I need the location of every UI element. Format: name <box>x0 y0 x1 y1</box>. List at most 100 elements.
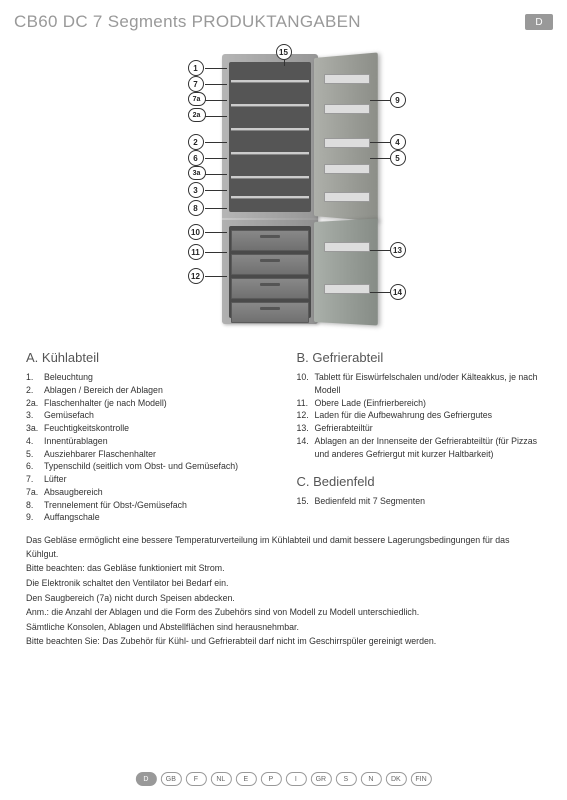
callout-2: 2 <box>188 134 204 150</box>
item-text: Gefrierabteiltür <box>315 422 373 435</box>
item-text: Tablett für Eiswürfelschalen und/oder Kä… <box>315 371 542 397</box>
lang-pill-gr[interactable]: GR <box>310 772 331 786</box>
callout-11: 11 <box>188 244 204 260</box>
item-text: Absaugbereich <box>44 486 103 499</box>
list-item: 7.Lüfter <box>26 473 271 486</box>
item-text: Typenschild (seitlich vom Obst- und Gemü… <box>44 460 238 473</box>
lang-pill-e[interactable]: E <box>235 772 256 786</box>
list-item: 11.Obere Lade (Einfrierbereich) <box>297 397 542 410</box>
door-shelf <box>324 138 370 148</box>
callout-lead <box>205 190 227 191</box>
callout-1: 1 <box>188 60 204 76</box>
item-number: 13. <box>297 422 313 435</box>
callout-lead <box>205 252 227 253</box>
item-number: 11. <box>297 397 313 410</box>
column-right: B. Gefrierabteil 10.Tablett für Eiswürfe… <box>297 350 542 524</box>
notes-block: Das Gebläse ermöglicht eine bessere Temp… <box>0 524 567 649</box>
lang-pill-gb[interactable]: GB <box>160 772 181 786</box>
callout-lead <box>205 208 227 209</box>
content-columns: A. Kühlabteil 1.Beleuchtung2.Ablagen / B… <box>0 350 567 524</box>
callout-7a: 7a <box>188 92 206 106</box>
item-text: Bedienfeld mit 7 Segmenten <box>315 495 426 508</box>
lang-pill-dk[interactable]: DK <box>385 772 406 786</box>
list-item: 5.Ausziehbarer Flaschenhalter <box>26 448 271 461</box>
item-text: Ablagen an der Innenseite der Gefrierabt… <box>315 435 542 461</box>
language-badge: D <box>525 14 553 30</box>
callout-lead <box>205 116 227 117</box>
product-figure: 15177a2a263a381011129451314 <box>114 46 454 336</box>
callout-lead <box>205 232 227 233</box>
callout-lead <box>205 158 227 159</box>
list-item: 13.Gefrierabteiltür <box>297 422 542 435</box>
item-number: 1. <box>26 371 42 384</box>
callout-lead <box>370 142 390 143</box>
item-text: Auffangschale <box>44 511 100 524</box>
section-c-title: C. Bedienfeld <box>297 474 542 489</box>
fridge-shelf <box>231 104 309 107</box>
item-number: 4. <box>26 435 42 448</box>
lang-pill-p[interactable]: P <box>260 772 281 786</box>
section-a-title: A. Kühlabteil <box>26 350 271 365</box>
list-item: 1.Beleuchtung <box>26 371 271 384</box>
item-number: 2. <box>26 384 42 397</box>
item-number: 7a. <box>26 486 42 499</box>
freezer-drawer <box>231 230 309 251</box>
section-c-list: 15.Bedienfeld mit 7 Segmenten <box>297 495 542 508</box>
callout-lead <box>370 158 390 159</box>
list-item: 7a.Absaugbereich <box>26 486 271 499</box>
list-item: 4.Innentürablagen <box>26 435 271 448</box>
callout-3a: 3a <box>188 166 206 180</box>
callout-7: 7 <box>188 76 204 92</box>
list-item: 12.Laden für die Aufbewahrung des Gefrie… <box>297 409 542 422</box>
callout-6: 6 <box>188 150 204 166</box>
list-item: 3a.Feuchtigkeitskontrolle <box>26 422 271 435</box>
callout-lead <box>370 250 390 251</box>
callout-15: 15 <box>276 44 292 60</box>
item-number: 3. <box>26 409 42 422</box>
door-shelf <box>324 74 370 84</box>
item-text: Laden für die Aufbewahrung des Gefriergu… <box>315 409 493 422</box>
page-header: CB60 DC 7 Segments PRODUKTANGABEN D <box>0 0 567 40</box>
callout-lead <box>284 60 285 66</box>
callout-14: 14 <box>390 284 406 300</box>
fridge-shelf <box>231 196 309 199</box>
lang-pill-fin[interactable]: FIN <box>410 772 431 786</box>
item-number: 6. <box>26 460 42 473</box>
list-item: 14.Ablagen an der Innenseite der Gefrier… <box>297 435 542 461</box>
door-shelf <box>324 104 370 114</box>
lang-pill-f[interactable]: F <box>185 772 206 786</box>
callout-lead <box>205 174 227 175</box>
fridge-cavity-top <box>229 62 311 212</box>
callout-10: 10 <box>188 224 204 240</box>
note-line: Den Saugbereich (7a) nicht durch Speisen… <box>26 592 541 606</box>
item-text: Lüfter <box>44 473 67 486</box>
lang-pill-i[interactable]: I <box>285 772 306 786</box>
list-item: 2a.Flaschenhalter (je nach Modell) <box>26 397 271 410</box>
item-number: 15. <box>297 495 313 508</box>
callout-9: 9 <box>390 92 406 108</box>
note-line: Bitte beachten Sie: Das Zubehör für Kühl… <box>26 635 541 649</box>
door-shelf <box>324 242 370 252</box>
callout-lead <box>205 68 227 69</box>
note-line: Anm.: die Anzahl der Ablagen und die For… <box>26 606 541 620</box>
list-item: 9.Auffangschale <box>26 511 271 524</box>
item-text: Feuchtigkeitskontrolle <box>44 422 129 435</box>
item-text: Ausziehbarer Flaschenhalter <box>44 448 156 461</box>
freezer-drawer <box>231 278 309 299</box>
lang-pill-nl[interactable]: NL <box>210 772 231 786</box>
callout-lead <box>370 292 390 293</box>
section-b-title: B. Gefrierabteil <box>297 350 542 365</box>
callout-lead <box>205 100 227 101</box>
lang-pill-d[interactable]: D <box>135 772 156 786</box>
callout-lead <box>205 276 227 277</box>
item-number: 2a. <box>26 397 42 410</box>
door-shelf <box>324 192 370 202</box>
list-item: 10.Tablett für Eiswürfelschalen und/oder… <box>297 371 542 397</box>
item-text: Obere Lade (Einfrierbereich) <box>315 397 426 410</box>
item-number: 3a. <box>26 422 42 435</box>
callout-4: 4 <box>390 134 406 150</box>
lang-pill-n[interactable]: N <box>360 772 381 786</box>
item-number: 9. <box>26 511 42 524</box>
fridge-shelf <box>231 152 309 155</box>
lang-pill-s[interactable]: S <box>335 772 356 786</box>
